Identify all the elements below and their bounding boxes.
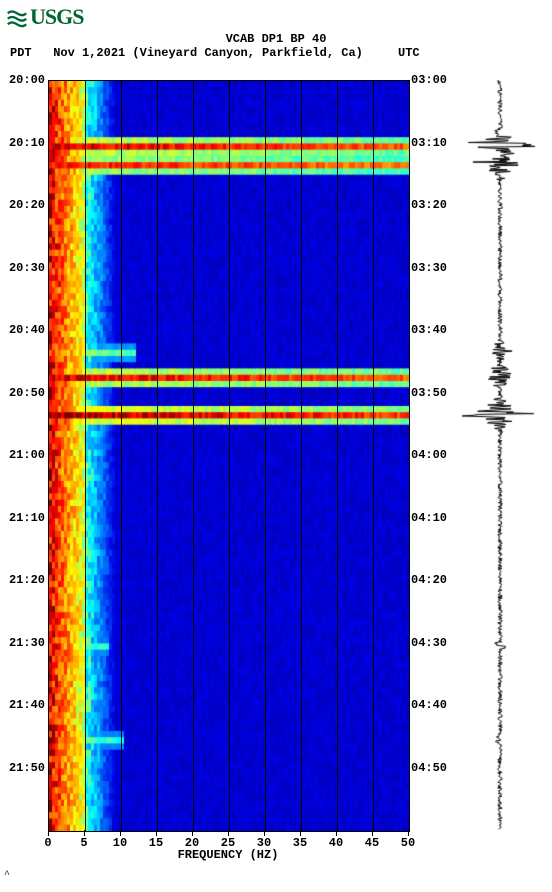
date-location: Nov 1,2021 (Vineyard Canyon, Parkfield, … [53, 46, 363, 60]
spectrogram-plot [48, 80, 410, 832]
y-right-tick: 04:30 [411, 636, 456, 650]
y-left-tick: 21:10 [0, 511, 45, 525]
y-right-tick: 04:10 [411, 511, 456, 525]
station-channel: VCAB DP1 BP 40 [226, 32, 327, 46]
y-left-tick: 21:40 [0, 698, 45, 712]
y-right-tick: 04:40 [411, 698, 456, 712]
usgs-logo: USGS [6, 4, 83, 30]
y-left-tick: 21:20 [0, 573, 45, 587]
logo-text: USGS [30, 4, 83, 30]
y-left-tick: 20:30 [0, 261, 45, 275]
footer-mark: ^ [4, 870, 10, 881]
y-right-tick: 03:30 [411, 261, 456, 275]
right-timezone-label: UTC [398, 46, 420, 60]
y-axis-right: 03:0003:1003:2003:3003:4003:5004:0004:10… [408, 80, 456, 830]
y-left-tick: 20:50 [0, 386, 45, 400]
y-left-tick: 20:40 [0, 323, 45, 337]
y-left-tick: 21:50 [0, 761, 45, 775]
x-axis-label: FREQUENCY (HZ) [48, 848, 408, 862]
y-left-tick: 20:10 [0, 136, 45, 150]
page: USGS VCAB DP1 BP 40 PDT Nov 1,2021 (Vine… [0, 0, 552, 892]
y-left-tick: 21:30 [0, 636, 45, 650]
chart-subtitle: PDT Nov 1,2021 (Vineyard Canyon, Parkfie… [10, 46, 430, 60]
seismogram-trace [460, 80, 540, 830]
y-axis-left: 20:0020:1020:2020:3020:4020:5021:0021:10… [0, 80, 48, 830]
chart-title: VCAB DP1 BP 40 [0, 32, 552, 46]
y-right-tick: 03:40 [411, 323, 456, 337]
y-right-tick: 04:50 [411, 761, 456, 775]
y-right-tick: 03:10 [411, 136, 456, 150]
y-left-tick: 20:20 [0, 198, 45, 212]
y-right-tick: 03:00 [411, 73, 456, 87]
y-right-tick: 03:20 [411, 198, 456, 212]
y-left-tick: 20:00 [0, 73, 45, 87]
y-right-tick: 04:20 [411, 573, 456, 587]
left-timezone-label: PDT [10, 46, 32, 60]
y-right-tick: 03:50 [411, 386, 456, 400]
y-left-tick: 21:00 [0, 448, 45, 462]
y-right-tick: 04:00 [411, 448, 456, 462]
wave-icon [6, 6, 28, 28]
